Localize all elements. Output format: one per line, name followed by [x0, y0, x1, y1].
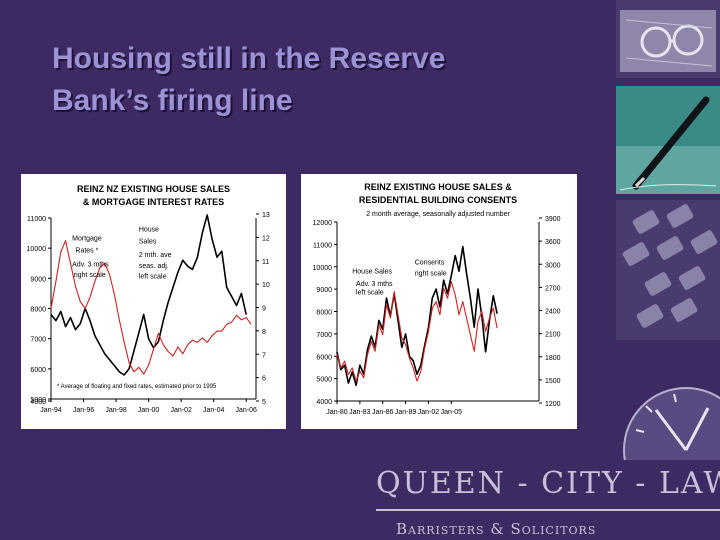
chart-annotation: Sales: [139, 239, 157, 246]
y-right-tick-label: 11: [262, 259, 269, 266]
y-left-tick-label: 7000: [30, 337, 46, 344]
chart-title-line-2: RESIDENTIAL BUILDING CONSENTS: [359, 195, 517, 205]
y-left-tick-label: 6000: [316, 354, 332, 361]
y-left-tick-label: 4000: [30, 399, 46, 406]
x-tick-label: Jan-00: [138, 407, 160, 414]
chart-subtitle: 2 month average, seasonally adjusted num…: [366, 211, 510, 218]
x-tick-label: Jan-96: [73, 407, 95, 414]
firm-logo: QUEEN - CITY - LAW Barristers & Solicito…: [372, 462, 720, 540]
y-right-tick-label: 1800: [545, 355, 561, 362]
chart-annotation: right scale: [74, 272, 106, 279]
x-tick-label: Jan-94: [40, 407, 62, 414]
chart-footnote: * Average of floating and fixed rates, e…: [57, 384, 217, 390]
x-tick-label: Jan-05: [441, 409, 463, 416]
decorative-image-strip: [616, 0, 720, 460]
y-left-tick-label: 8000: [30, 307, 46, 314]
deco-photo-clock: [616, 380, 720, 460]
y-left-tick-label: 8000: [316, 310, 332, 317]
series-line-mortgage-rates: [50, 240, 252, 375]
series-line-consents: [336, 281, 498, 382]
deco-photo-pen: [616, 86, 720, 194]
y-right-tick-label: 2400: [545, 309, 561, 316]
y-right-tick-label: 10: [262, 282, 270, 289]
y-right-tick-label: 2700: [545, 285, 561, 292]
firm-logo-tagline: Barristers & Solicitors: [396, 520, 597, 538]
y-left-tick-label: 9000: [30, 276, 46, 283]
deco-photo-glasses: [616, 0, 720, 78]
y-left-tick-label: 10000: [27, 246, 47, 253]
chart-annotation: Adv. 3 mths: [356, 281, 393, 288]
y-right-tick-label: 6: [262, 376, 266, 383]
firm-logo-rule: [376, 509, 720, 511]
x-tick-label: Jan-89: [395, 409, 417, 416]
y-right-tick-label: 13: [262, 212, 270, 219]
y-right-tick-label: 9: [262, 306, 266, 313]
chart-title-line-1: REINZ EXISTING HOUSE SALES &: [364, 182, 512, 192]
y-right-tick-label: 3900: [545, 216, 561, 223]
y-right-tick-label: 3600: [545, 239, 561, 246]
chart-annotation: Rates *: [75, 248, 98, 255]
y-left-tick-label: 9000: [316, 287, 332, 294]
y-right-tick-label: 5: [262, 399, 266, 406]
y-left-tick-label: 5000: [316, 377, 332, 384]
x-tick-label: Jan-02: [418, 409, 440, 416]
chart-annotation: House Sales: [352, 268, 392, 275]
y-right-tick-label: 1200: [545, 401, 561, 408]
chart-house-sales-building-consents: REINZ EXISTING HOUSE SALES & RESIDENTIAL …: [313, 182, 561, 416]
y-left-tick-label: 11000: [313, 242, 332, 249]
chart-title-line-1: REINZ NZ EXISTING HOUSE SALES: [77, 184, 230, 194]
slide-title: Housing still in the Reserve Bank’s firi…: [52, 38, 572, 122]
x-tick-label: Jan-06: [236, 407, 258, 414]
y-left-tick-label: 5000: [30, 397, 46, 404]
chart-annotation: left scale: [356, 290, 384, 297]
chart-house-sales-mortgage-rates: REINZ NZ EXISTING HOUSE SALES & MORTGAGE …: [27, 184, 270, 414]
y-left-tick-label: 11000: [27, 216, 46, 223]
y-right-tick-label: 3000: [545, 262, 561, 269]
chart-panel-house-sales-mortgage: REINZ NZ EXISTING HOUSE SALES & MORTGAGE …: [21, 174, 286, 429]
chart-title-line-2: & MORTGAGE INTEREST RATES: [83, 197, 224, 207]
chart-annotation: 2 mth. ave: [139, 252, 172, 259]
slide-title-line-1: Housing still in the Reserve: [52, 42, 446, 75]
y-left-tick-label: 6000: [30, 367, 46, 374]
y-right-tick-label: 1500: [545, 378, 561, 385]
x-tick-label: Jan-80: [326, 409, 348, 416]
y-left-tick-label: 12000: [313, 220, 333, 227]
x-tick-label: Jan-04: [203, 407, 225, 414]
x-tick-label: Jan-02: [170, 407, 192, 414]
x-tick-label: Jan-83: [349, 409, 371, 416]
chart-annotation: House: [139, 227, 159, 234]
series-line-house-sales: [336, 245, 498, 387]
firm-logo-name: QUEEN - CITY - LAW: [376, 466, 720, 501]
chart-annotation: right scale: [415, 271, 447, 278]
chart-annotation: Consents: [415, 260, 445, 267]
y-left-tick-label: 10000: [313, 265, 333, 272]
y-right-tick-label: 12: [262, 235, 270, 242]
x-tick-label: Jan-86: [372, 409, 394, 416]
x-tick-label: Jan-98: [105, 407, 127, 414]
chart-annotation: seas. adj.: [139, 263, 169, 270]
chart-annotation: Adv. 3 mths: [72, 261, 109, 268]
chart-panel-house-sales-consents: REINZ EXISTING HOUSE SALES & RESIDENTIAL …: [301, 174, 577, 429]
chart-annotation: Mortgage: [72, 236, 102, 243]
y-right-tick-label: 7: [262, 352, 266, 359]
y-right-tick-label: 2100: [545, 332, 561, 339]
slide-title-line-2: Bank’s firing line: [52, 84, 293, 117]
y-right-tick-label: 8: [262, 329, 266, 336]
deco-photo-keyboard: [616, 200, 720, 340]
y-left-tick-label: 7000: [316, 332, 332, 339]
series-line-house-sales: [50, 214, 247, 376]
chart-annotation: left scale: [139, 273, 167, 280]
y-left-tick-label: 4000: [316, 399, 332, 406]
